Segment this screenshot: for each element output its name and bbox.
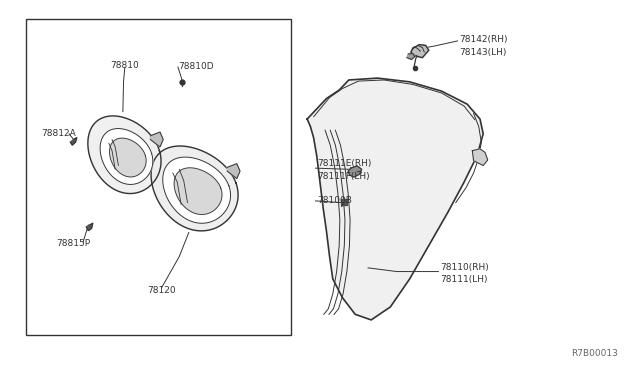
Polygon shape	[348, 166, 362, 177]
Text: 78111(LH): 78111(LH)	[440, 275, 488, 284]
Text: 78815P: 78815P	[56, 239, 90, 248]
Text: 78111F(LH): 78111F(LH)	[317, 172, 369, 181]
Bar	[26, 19, 291, 335]
Polygon shape	[407, 54, 415, 60]
Text: 78810D: 78810D	[178, 62, 214, 71]
Polygon shape	[86, 223, 93, 231]
Text: 78142(RH): 78142(RH)	[460, 35, 508, 44]
Text: 78810: 78810	[111, 61, 139, 70]
Polygon shape	[307, 78, 483, 320]
Polygon shape	[227, 164, 240, 179]
Text: 78110(RH): 78110(RH)	[440, 263, 489, 272]
Text: R7B00013: R7B00013	[571, 349, 618, 358]
Text: 78100B: 78100B	[317, 196, 351, 205]
Polygon shape	[70, 138, 77, 145]
Polygon shape	[163, 157, 230, 223]
Polygon shape	[150, 132, 163, 147]
Text: 78812A: 78812A	[42, 129, 76, 138]
Polygon shape	[88, 116, 161, 193]
Text: 78111E(RH): 78111E(RH)	[317, 159, 371, 168]
Text: 78120: 78120	[148, 286, 176, 295]
Polygon shape	[109, 138, 146, 177]
Polygon shape	[174, 168, 222, 215]
Polygon shape	[151, 146, 238, 231]
Polygon shape	[472, 149, 488, 166]
Polygon shape	[100, 129, 153, 185]
Text: 78143(LH): 78143(LH)	[460, 48, 507, 57]
Polygon shape	[411, 45, 429, 58]
